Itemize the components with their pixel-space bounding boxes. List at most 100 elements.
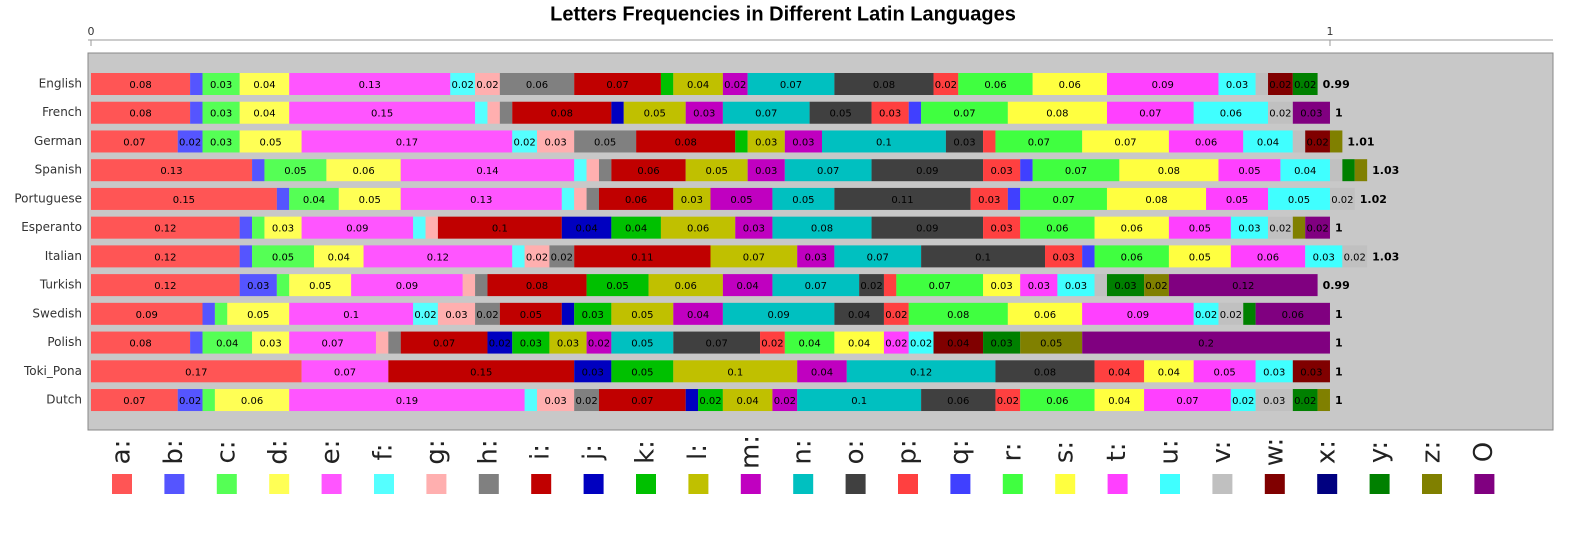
segment-label: 0.13 <box>160 166 182 177</box>
legend-label: m: <box>735 435 765 469</box>
legend-swatch <box>1474 474 1495 494</box>
total-label: 1 <box>1335 107 1343 120</box>
segment-label: 0.07 <box>1114 137 1136 148</box>
segment-label: 0.06 <box>637 166 659 177</box>
bar-segment <box>1255 389 1293 412</box>
bar-segment <box>995 130 1083 153</box>
segment-label: 0.08 <box>947 310 969 321</box>
segment-label: 0.02 <box>1145 281 1167 292</box>
bar-segment <box>276 274 290 297</box>
y-tick-label: Dutch <box>46 393 82 407</box>
bar-segment <box>772 389 798 412</box>
segment-label: 0.04 <box>947 339 969 350</box>
bar-segment <box>1094 245 1169 268</box>
segment-label: 0.06 <box>675 281 697 292</box>
segment-label: 0.05 <box>594 137 616 148</box>
bar-segment <box>524 245 550 268</box>
bar-segment <box>1057 274 1095 297</box>
segment-label: 0.02 <box>514 137 536 148</box>
bar-segment <box>1119 159 1219 182</box>
legend-swatch <box>321 474 342 494</box>
bar-segment <box>549 245 575 268</box>
bar-segment <box>983 274 1021 297</box>
segment-label: 0.12 <box>910 367 932 378</box>
segment-label: 0.12 <box>154 224 176 235</box>
segment-label: 0.03 <box>210 109 232 120</box>
bar-segment <box>722 101 810 124</box>
bar-segment <box>722 302 835 325</box>
bar-segment <box>685 159 748 182</box>
bar-segment <box>413 216 426 239</box>
bar-segment <box>574 302 612 325</box>
segment-label: 0.07 <box>780 80 802 91</box>
legend-label: h: <box>473 439 503 464</box>
segment-label: 0.19 <box>396 396 418 407</box>
legend-label: O <box>1469 442 1499 462</box>
segment-label: 0.17 <box>396 137 418 148</box>
legend-swatch <box>216 474 237 494</box>
segment-label: 0.15 <box>371 109 393 120</box>
legend-label: e: <box>316 440 346 465</box>
segment-label: 0.1 <box>343 310 359 321</box>
segment-label: 0.04 <box>811 367 833 378</box>
segment-label: 0.02 <box>1220 310 1242 321</box>
bar-segment <box>239 216 253 239</box>
total-label: 0.99 <box>1323 78 1350 91</box>
bar-segment <box>252 245 315 268</box>
segment-label: 0.02 <box>910 339 932 350</box>
legend-swatch <box>1369 474 1390 494</box>
segment-label: 0.03 <box>1300 367 1322 378</box>
bar-segment <box>784 331 835 354</box>
legend-swatch <box>478 474 499 494</box>
segment-label: 0.03 <box>991 224 1013 235</box>
bar-segment <box>710 187 773 210</box>
segment-label: 0.04 <box>625 224 647 235</box>
legend-label: i: <box>526 444 556 460</box>
segment-label: 0.09 <box>1127 310 1149 321</box>
bar-segment <box>1007 187 1021 210</box>
segment-label: 0.02 <box>774 396 796 407</box>
bar-segment <box>91 73 191 95</box>
bar-segment <box>945 130 984 153</box>
segment-label: 0.07 <box>631 396 653 407</box>
bar-segment <box>1193 101 1269 124</box>
bar-segment <box>1168 130 1244 153</box>
bar-segment <box>276 187 290 210</box>
legend-label: p: <box>893 439 923 464</box>
bar-segment <box>190 73 203 95</box>
bar-segment <box>1292 216 1306 239</box>
y-tick-label: Polish <box>47 335 82 349</box>
segment-label: 0.08 <box>1158 166 1180 177</box>
bar-segment <box>1168 274 1318 297</box>
segment-label: 0.06 <box>241 396 263 407</box>
bar-segment <box>598 187 674 210</box>
bar-segment <box>772 216 872 239</box>
segment-label: 0.02 <box>724 80 746 91</box>
segment-label: 0.08 <box>811 224 833 235</box>
legend-label: k: <box>631 440 661 464</box>
bar-segment <box>574 245 711 268</box>
bar-segment <box>301 130 513 153</box>
legend-label: n: <box>788 439 818 464</box>
bar-segment <box>375 331 389 354</box>
bar-segment <box>1255 73 1269 95</box>
bar-segment <box>648 274 723 297</box>
segment-label: 0.06 <box>1121 252 1143 263</box>
bar-segment <box>190 101 203 124</box>
bar-segment <box>437 302 476 325</box>
bar-segment <box>574 389 599 412</box>
segment-label: 0.06 <box>1034 310 1056 321</box>
segment-label: 0.03 <box>1065 281 1087 292</box>
bar-segment <box>772 187 835 210</box>
bar-segment <box>1020 159 1033 182</box>
bar-segment <box>1329 187 1355 210</box>
segment-label: 0.07 <box>929 281 951 292</box>
bar-segment <box>202 130 240 153</box>
segment-label: 0.05 <box>1189 252 1211 263</box>
segment-label: 0.06 <box>1046 224 1068 235</box>
bar-segment <box>202 389 215 412</box>
bar-segment <box>908 331 934 354</box>
bar-segment <box>933 73 959 95</box>
bar-segment <box>921 389 996 412</box>
bar-segment <box>883 302 909 325</box>
